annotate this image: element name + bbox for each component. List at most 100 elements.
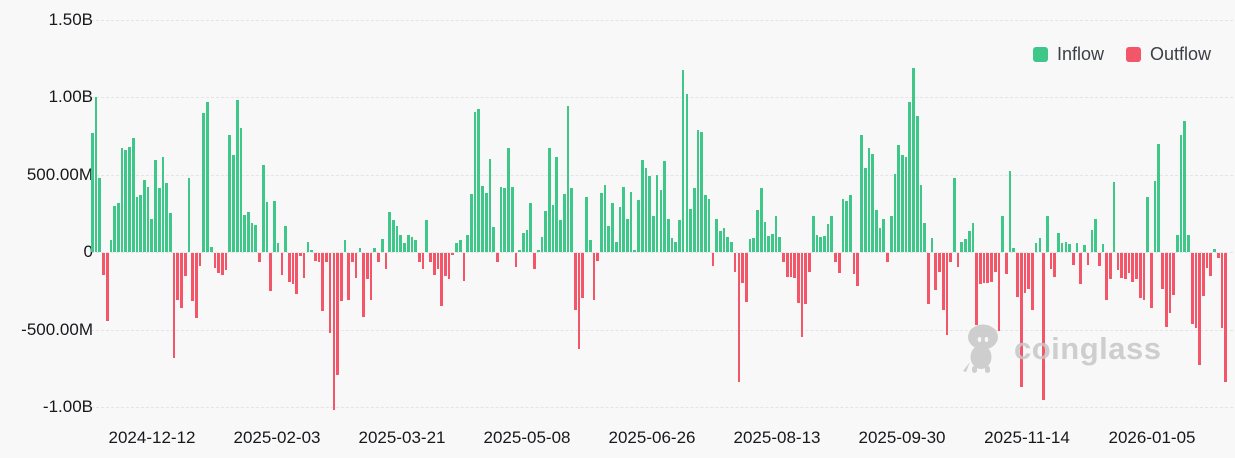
inflow-bar[interactable] [904,156,908,252]
inflow-bar[interactable] [566,106,570,252]
outflow-bar[interactable] [949,253,952,263]
inflow-bar[interactable] [648,176,652,252]
inflow-bar[interactable] [860,134,863,252]
outflow-bar[interactable] [429,253,432,263]
outflow-bar[interactable] [793,253,796,278]
outflow-bar[interactable] [993,253,997,273]
outflow-bar[interactable] [1172,253,1175,295]
inflow-bar[interactable] [1183,121,1187,252]
outflow-bar[interactable] [369,253,373,300]
outflow-bar[interactable] [533,253,536,270]
inflow-bar[interactable] [953,178,956,252]
inflow-bar[interactable] [901,155,904,252]
outflow-bar[interactable] [1086,253,1090,265]
outflow-bar[interactable] [1205,253,1209,268]
inflow-bar[interactable] [455,242,458,252]
outflow-bar[interactable] [198,253,202,267]
inflow-bar[interactable] [1101,244,1105,252]
outflow-bar[interactable] [986,253,990,284]
inflow-bar[interactable] [250,223,254,252]
inflow-bar[interactable] [124,149,128,252]
inflow-bar[interactable] [150,218,154,252]
inflow-bar[interactable] [131,138,135,252]
outflow-bar[interactable] [299,253,302,257]
inflow-bar[interactable] [117,203,120,252]
outflow-bar[interactable] [577,253,581,350]
inflow-bar[interactable] [391,220,395,252]
outflow-bar[interactable] [328,253,332,333]
inflow-bar[interactable] [425,220,429,252]
outflow-bar[interactable] [351,253,354,263]
outflow-bar[interactable] [195,253,198,319]
inflow-bar[interactable] [666,218,670,252]
inflow-bar[interactable] [202,113,206,252]
outflow-bar[interactable] [339,253,343,302]
inflow-bar[interactable] [759,188,763,252]
inflow-bar[interactable] [871,153,874,252]
inflow-bar[interactable] [458,239,462,252]
outflow-bar[interactable] [1127,253,1131,274]
inflow-bar[interactable] [146,186,150,252]
inflow-bar[interactable] [967,231,971,252]
inflow-bar[interactable] [562,193,566,252]
inflow-bar[interactable] [273,200,276,252]
inflow-bar[interactable] [878,227,882,252]
inflow-bar[interactable] [135,196,139,252]
outflow-bar[interactable] [436,253,440,270]
outflow-bar[interactable] [592,253,596,300]
inflow-bar[interactable] [893,173,897,252]
outflow-bar[interactable] [834,253,837,263]
inflow-bar[interactable] [603,185,607,252]
inflow-bar[interactable] [652,216,655,252]
outflow-bar[interactable] [1224,253,1227,382]
inflow-bar[interactable] [154,159,157,252]
inflow-bar[interactable] [555,157,559,252]
inflow-bar[interactable] [1187,234,1190,252]
inflow-bar[interactable] [403,243,406,252]
inflow-bar[interactable] [358,248,362,252]
inflow-bar[interactable] [685,93,689,252]
inflow-bar[interactable] [477,109,481,252]
inflow-bar[interactable] [235,100,239,252]
inflow-bar[interactable] [1112,182,1116,252]
inflow-bar[interactable] [169,213,172,252]
inflow-bar[interactable] [763,221,767,252]
inflow-bar[interactable] [700,131,704,252]
inflow-bar[interactable] [718,231,722,252]
outflow-bar[interactable] [1049,253,1053,269]
inflow-bar[interactable] [113,205,116,252]
inflow-bar[interactable] [715,218,718,252]
inflow-bar[interactable] [815,234,819,252]
outflow-bar[interactable] [1071,253,1075,265]
inflow-bar[interactable] [919,185,923,252]
outflow-bar[interactable] [782,253,785,263]
inflow-bar[interactable] [395,226,399,252]
outflow-bar[interactable] [789,253,793,278]
outflow-bar[interactable] [213,253,217,268]
inflow-bar[interactable] [841,198,845,252]
outflow-bar[interactable] [180,253,183,309]
inflow-bar[interactable] [284,226,287,252]
inflow-bar[interactable] [243,214,247,252]
inflow-bar[interactable] [510,186,514,252]
inflow-bar[interactable] [1001,216,1005,252]
inflow-bar[interactable] [143,179,146,252]
outflow-bar[interactable] [269,253,273,291]
inflow-bar[interactable] [692,188,696,252]
inflow-bar[interactable] [228,134,232,252]
inflow-bar[interactable] [1153,180,1157,252]
outflow-bar[interactable] [443,253,447,277]
inflow-bar[interactable] [722,227,726,252]
inflow-bar[interactable] [1075,243,1079,252]
inflow-bar[interactable] [1008,171,1012,252]
outflow-bar[interactable] [336,253,339,375]
outflow-bar[interactable] [1194,253,1198,329]
inflow-bar[interactable] [629,191,633,252]
inflow-bar[interactable] [756,210,759,252]
outflow-bar[interactable] [1138,253,1142,298]
inflow-bar[interactable] [923,222,926,252]
inflow-bar[interactable] [611,203,614,252]
outflow-bar[interactable] [217,253,221,274]
outflow-bar[interactable] [979,253,982,284]
inflow-bar[interactable] [674,241,678,252]
